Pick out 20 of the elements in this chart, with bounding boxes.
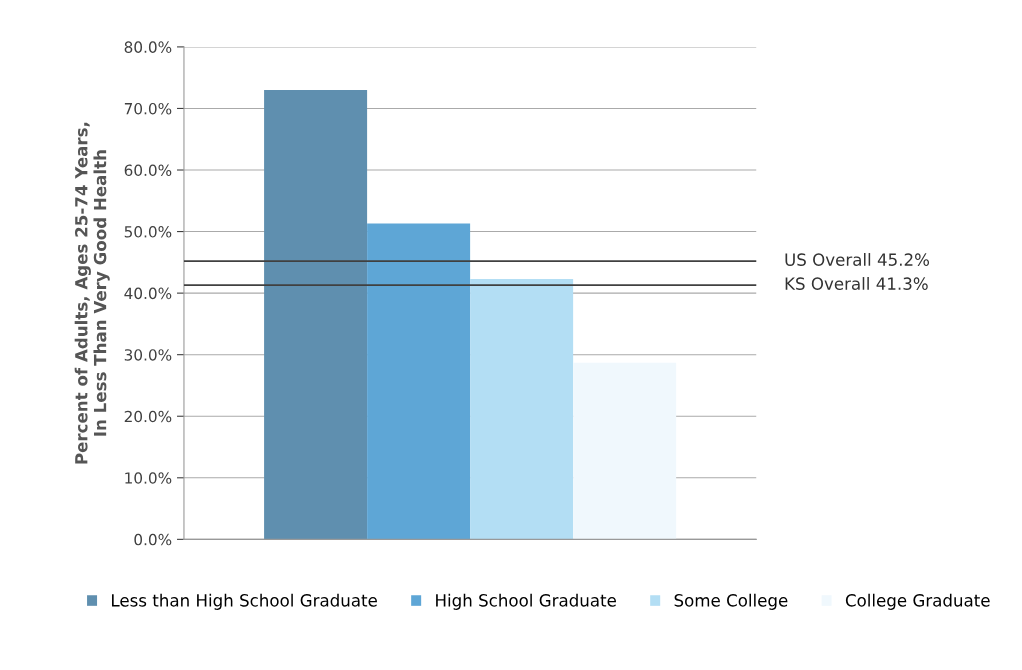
legend-label: Less than High School Graduate <box>112 593 377 610</box>
legend-label: High School Graduate <box>436 593 616 610</box>
ref-line-label: US Overall 45.2% <box>785 253 930 266</box>
bar <box>367 223 471 540</box>
bar <box>470 278 574 540</box>
legend-label: College Graduate <box>845 593 990 610</box>
y-tick-label: 0.0% <box>134 533 172 546</box>
y-tick-label: 50.0% <box>124 226 172 238</box>
bar <box>573 362 677 540</box>
ref-line-label: KS Overall 41.3% <box>785 277 928 290</box>
y-tick-label: 80.0% <box>124 41 172 53</box>
y-tick-label: 70.0% <box>124 102 172 115</box>
bar <box>264 89 368 540</box>
y-tick-label: 30.0% <box>124 349 172 361</box>
y-tick-label: 40.0% <box>124 287 172 300</box>
legend-label: Some College <box>674 593 788 610</box>
y-axis-title: Percent of Adults, Ages 25-74 Years, In Less Than Very Good Health <box>74 122 110 464</box>
y-tick-label: 10.0% <box>125 472 172 484</box>
y-tick-label: 20.0% <box>124 410 172 423</box>
y-tick-label: 60.0% <box>124 164 172 177</box>
